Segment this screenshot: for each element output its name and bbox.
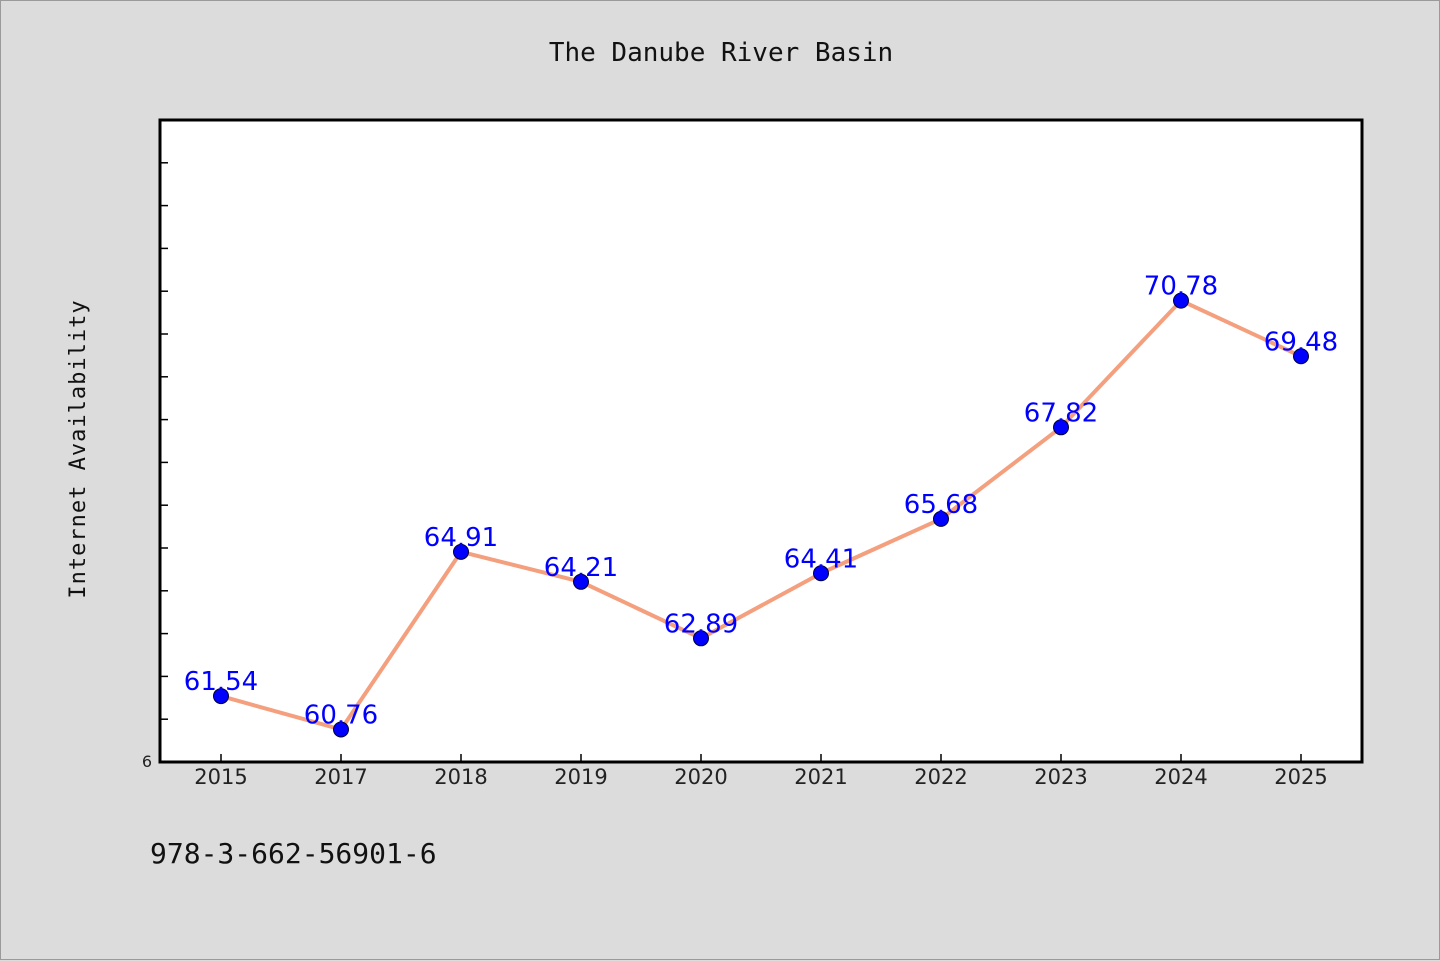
data-point <box>933 510 949 527</box>
data-point <box>213 688 229 705</box>
data-label: 70.78 <box>1144 272 1218 302</box>
series-line <box>220 298 1302 732</box>
data-labels: 61.54 60.76 64.91 64.21 62.89 64.41 65.68 67.82… <box>184 272 1338 731</box>
data-label: 65.68 <box>904 490 978 520</box>
x-tick-label: 2018 <box>434 765 487 789</box>
x-tick-label: 2015 <box>194 765 247 789</box>
data-label: 61.54 <box>184 667 258 697</box>
data-label: 67.82 <box>1024 398 1098 428</box>
x-tick-label: 2025 <box>1274 765 1327 789</box>
data-label: 64.21 <box>544 553 618 583</box>
x-tick-label: 2021 <box>794 765 847 789</box>
data-label: 69.48 <box>1264 327 1338 357</box>
data-point <box>813 565 829 582</box>
data-label: 62.89 <box>664 609 738 639</box>
x-tick-label: 2019 <box>554 765 607 789</box>
data-label: 60.76 <box>304 700 378 730</box>
data-point <box>1053 419 1069 436</box>
data-point <box>1173 292 1189 309</box>
data-point <box>1293 348 1309 365</box>
data-point <box>333 721 349 738</box>
data-label: 64.91 <box>424 523 498 553</box>
x-tick-label: 2020 <box>674 765 727 789</box>
y-axis-ticks: 6 <box>142 162 168 771</box>
data-point <box>573 573 589 590</box>
data-point <box>453 543 469 560</box>
data-point <box>693 630 709 647</box>
x-tick-label: 2017 <box>314 765 367 789</box>
data-label: 64.41 <box>784 544 858 574</box>
x-axis-ticks: 2015 2017 2018 2019 2020 2021 2022 2023 2024 2025 <box>194 754 1328 789</box>
isbn-footer: 978-3-662-56901-6 <box>150 837 437 870</box>
series-line-group <box>220 298 1302 732</box>
x-tick-label: 2024 <box>1154 765 1207 789</box>
data-markers <box>213 292 1309 738</box>
x-tick-label: 2023 <box>1034 765 1087 789</box>
x-tick-label: 2022 <box>914 765 967 789</box>
chart-title: The Danube River Basin <box>549 38 893 68</box>
plot-area <box>158 118 1364 764</box>
y-tick-label: 6 <box>142 752 152 771</box>
y-axis-label: Internet Availability <box>66 299 91 598</box>
